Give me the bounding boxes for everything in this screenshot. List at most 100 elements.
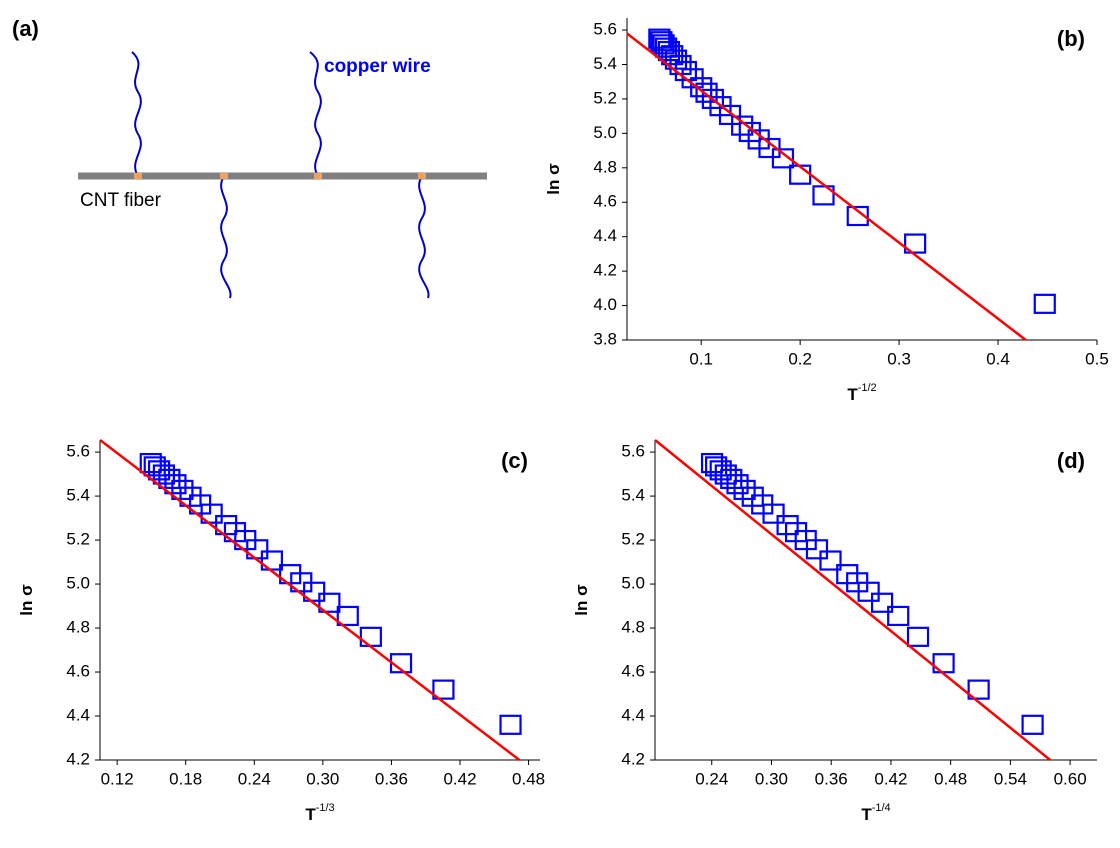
y-tick-label: 5.4 <box>593 54 617 73</box>
y-tick-label: 5.0 <box>66 574 90 593</box>
x-tick-label: 0.5 <box>1085 349 1109 368</box>
marker <box>870 592 894 613</box>
x-axis-title-exponent: -1/3 <box>316 802 335 814</box>
y-tick-label: 4.6 <box>621 662 645 681</box>
marker <box>776 515 799 536</box>
x-axis-title-base: T <box>847 385 858 404</box>
marker <box>857 581 880 602</box>
panel-label: (b) <box>1057 26 1085 51</box>
marker <box>733 479 756 501</box>
x-tick-label: 0.54 <box>994 769 1027 788</box>
contact <box>418 173 426 179</box>
y-tick-label: 4.8 <box>593 157 617 176</box>
marker <box>158 468 181 490</box>
marker <box>906 626 930 647</box>
marker <box>1033 293 1056 314</box>
wire <box>309 51 322 177</box>
marker <box>200 503 223 524</box>
wire-label: copper wire <box>324 56 431 77</box>
y-tick-label: 4.2 <box>621 749 645 768</box>
wire <box>131 51 142 177</box>
x-axis-title-exponent: -1/4 <box>872 802 891 814</box>
y-tick-label: 5.2 <box>593 88 617 107</box>
y-tick-label: 3.8 <box>593 329 617 348</box>
x-tick-label: 0.42 <box>874 769 907 788</box>
marker <box>139 452 162 474</box>
x-axis-title: T-1/4 <box>861 802 890 824</box>
marker <box>303 581 326 602</box>
x-axis-title-base: T <box>305 805 316 824</box>
x-tick-label: 0.48 <box>934 769 967 788</box>
marker <box>652 34 675 55</box>
marker <box>164 474 187 495</box>
diagram: (a) copper wire CNT fiber <box>12 16 487 299</box>
x-tick-label: 0.30 <box>755 769 788 788</box>
marker <box>762 503 785 524</box>
x-tick-label: 0.48 <box>512 769 545 788</box>
chart-panel: 4.2 4.4 4.6 4.8 5.0 5.2 5.4 5.6 0.24 0.30 0.36 0.42… <box>572 439 1097 824</box>
chart-panel: 3.8 4.0 4.2 4.4 4.6 4.8 5.0 5.2 5.4 5.6 0.1 0.2 0.3 0… <box>544 18 1109 404</box>
x-tick-label: 0.2 <box>788 349 812 368</box>
x-tick-label: 0.24 <box>238 769 271 788</box>
x-axis-title-exponent: -1/2 <box>858 382 877 394</box>
marker <box>904 233 927 254</box>
y-tick-label: 5.4 <box>621 486 645 505</box>
wire <box>220 175 232 299</box>
y-tick-label: 5.4 <box>66 486 90 505</box>
marker <box>695 82 718 103</box>
y-axis-title: ln σ <box>17 584 36 616</box>
y-tick-label: 5.0 <box>621 574 645 593</box>
marker <box>690 77 713 98</box>
marker <box>246 539 269 560</box>
x-tick-label: 0.12 <box>101 769 134 788</box>
x-tick-label: 0.30 <box>306 769 339 788</box>
marker <box>336 605 359 627</box>
x-tick-label: 0.1 <box>689 349 713 368</box>
y-tick-label: 4.4 <box>66 705 90 724</box>
x-tick-label: 0.36 <box>815 769 848 788</box>
fiber-label: CNT fiber <box>80 190 162 211</box>
panel-label: (d) <box>1057 448 1085 473</box>
y-tick-label: 4.8 <box>66 618 90 637</box>
y-tick-label: 5.6 <box>593 20 617 39</box>
x-tick-label: 0.24 <box>695 769 728 788</box>
y-tick-label: 5.2 <box>621 530 645 549</box>
y-tick-label: 4.6 <box>593 192 617 211</box>
y-tick-label: 5.6 <box>621 442 645 461</box>
marker <box>718 104 742 126</box>
x-tick-label: 0.42 <box>443 769 476 788</box>
marker <box>215 515 238 536</box>
marker <box>700 452 724 474</box>
panel-label: (a) <box>12 16 39 41</box>
wire <box>418 175 430 299</box>
y-tick-label: 4.4 <box>593 226 617 245</box>
marker <box>771 148 795 169</box>
marker <box>846 205 869 227</box>
x-tick-label: 0.3 <box>887 349 911 368</box>
y-tick-label: 5.6 <box>66 442 90 461</box>
y-tick-label: 5.2 <box>66 530 90 549</box>
marker <box>499 714 522 735</box>
x-axis-title-base: T <box>861 805 872 824</box>
y-tick-label: 4.0 <box>593 295 617 314</box>
x-tick-label: 0.18 <box>169 769 202 788</box>
y-tick-label: 4.8 <box>621 618 645 637</box>
fit-line <box>99 439 521 761</box>
marker <box>967 679 990 700</box>
contact <box>220 173 228 179</box>
marker <box>260 550 283 571</box>
y-tick-label: 4.2 <box>66 749 90 768</box>
y-tick-label: 4.4 <box>621 705 645 724</box>
marker <box>887 605 910 627</box>
marker <box>819 550 842 571</box>
marker <box>720 468 743 490</box>
x-tick-label: 0.60 <box>1054 769 1087 788</box>
contact <box>134 173 142 179</box>
marker <box>432 679 455 700</box>
marker <box>731 115 754 136</box>
y-tick-label: 5.0 <box>593 123 617 142</box>
y-axis-title: ln σ <box>572 584 591 616</box>
y-tick-label: 4.2 <box>593 261 617 280</box>
